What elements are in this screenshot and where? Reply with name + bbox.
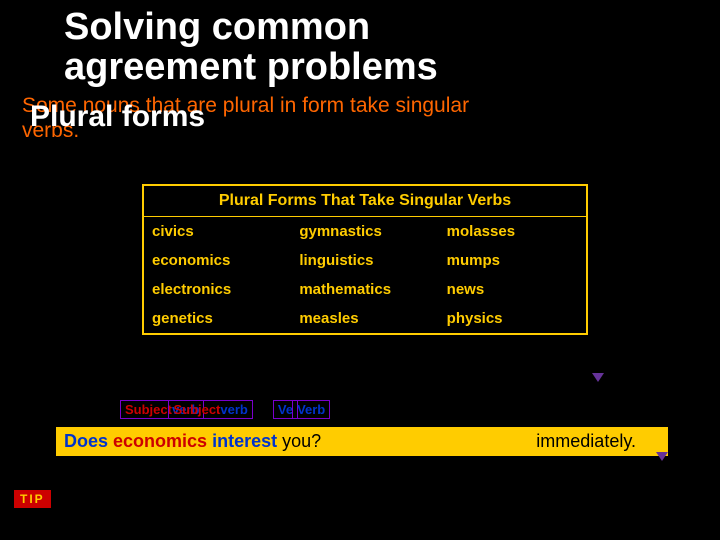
table-cell: physics xyxy=(439,304,586,333)
table-cell: economics xyxy=(144,246,291,275)
label-subject: Subject xyxy=(173,402,220,417)
example-sentence: Does economics interest you? immediately… xyxy=(56,427,668,456)
label-ve: Ve xyxy=(278,402,293,417)
table-cell: civics xyxy=(144,217,291,246)
label-verb: Verb xyxy=(297,402,325,417)
table-cell: genetics xyxy=(144,304,291,333)
sentence-verb2: interest xyxy=(212,431,277,451)
table-cell: measles xyxy=(291,304,438,333)
title-line-1: Solving common xyxy=(64,6,370,48)
title-line-2: agreement problems xyxy=(64,46,438,88)
table-cell: gymnastics xyxy=(291,217,438,246)
table-cell: mathematics xyxy=(291,275,438,304)
slide-title: Solving common agreement problems xyxy=(64,8,438,88)
label-verb: verb xyxy=(220,402,247,417)
table-cell: mumps xyxy=(439,246,586,275)
table-cell: molasses xyxy=(439,217,586,246)
label-box-2: Subjectverb xyxy=(168,400,252,419)
sentence-right: immediately. xyxy=(536,431,636,452)
table-grid: civics gymnastics molasses economics lin… xyxy=(144,217,586,333)
tip-badge[interactable]: TIP xyxy=(14,490,51,508)
plural-forms-table: Plural Forms That Take Singular Verbs ci… xyxy=(142,184,588,335)
sentence-subject: economics xyxy=(113,431,207,451)
table-title: Plural Forms That Take Singular Verbs xyxy=(144,186,586,217)
sentence-rest: you? xyxy=(282,431,321,451)
overlay-heading: Plural forms xyxy=(30,100,205,134)
table-cell: news xyxy=(439,275,586,304)
dropdown-indicator-icon[interactable] xyxy=(592,373,604,382)
label-row: Subjectverb Subjectverb Ve Verb xyxy=(120,400,330,419)
table-cell: linguistics xyxy=(291,246,438,275)
sentence-verb: Does xyxy=(64,431,108,451)
dropdown-indicator-icon[interactable] xyxy=(656,452,668,461)
label-subject: Subject xyxy=(125,402,172,417)
label-box-4: Verb xyxy=(292,400,330,419)
table-cell: electronics xyxy=(144,275,291,304)
